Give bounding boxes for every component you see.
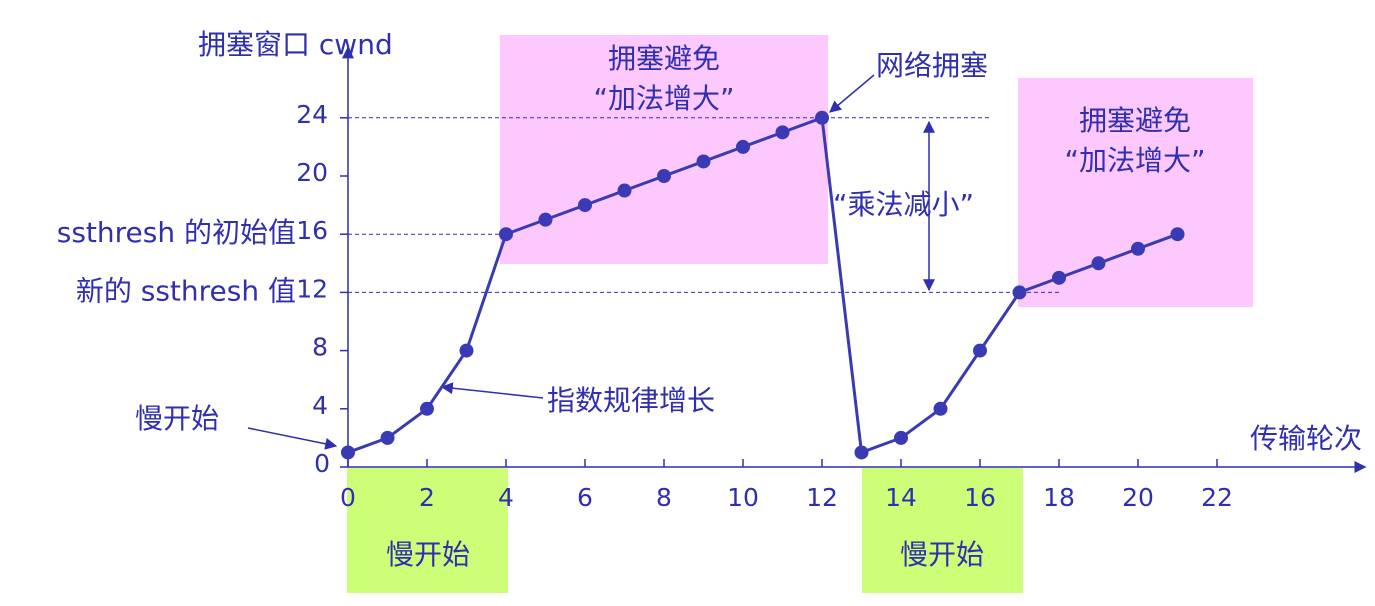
x-tick-label: 16 [964,483,996,512]
point [1131,241,1145,256]
y-tick-label: 8 [312,333,328,362]
annotation-arrow [440,382,544,399]
point [894,430,908,445]
point [657,169,671,183]
annotation: “乘法减小” [833,188,974,221]
y-tick-label: 20 [296,158,328,187]
annotation: 网络拥塞 [876,49,988,82]
point [1052,270,1066,285]
x-tick-label: 20 [1122,483,1154,512]
point [341,445,355,460]
y-tick-label: 24 [296,100,328,129]
y-axis-label: 拥塞窗口 cwnd [198,28,393,61]
point [854,445,869,460]
x-tick-label: 4 [498,483,514,512]
y-tick-label: 4 [312,391,328,420]
x-tick-label: 12 [806,483,838,512]
phase-label: 慢开始 [386,538,470,571]
annotation: 慢开始 [135,402,219,435]
annotation-arrow [829,74,875,113]
cwnd-line [347,115,1179,455]
annotation-arrow [247,427,338,450]
y-tick-label: 0 [314,449,330,478]
point [380,430,395,445]
region-box [1018,78,1253,307]
point [815,110,829,125]
point [1091,256,1106,271]
x-tick-label: 18 [1043,483,1075,512]
point [1170,227,1185,242]
threshold-label: ssthresh 的初始值 [57,216,296,249]
x-tick-label: 10 [727,483,759,512]
annotation: 指数规律增长 [547,384,715,417]
point [973,343,987,358]
x-tick-label: 14 [885,483,917,512]
y-tick-label: 12 [296,274,328,303]
point [933,401,948,416]
point [775,125,790,140]
point [696,154,711,169]
point [420,401,434,416]
x-tick-label: 8 [656,483,672,512]
x-axis-label: 传输轮次 [1250,422,1362,455]
phase-box [347,468,508,593]
point [736,139,750,154]
x-tick-label: 22 [1201,483,1233,512]
region-box [500,35,828,264]
x-tick-label: 0 [340,483,356,512]
point [499,227,513,242]
phase-label: 慢开始 [900,538,984,571]
point [578,198,592,213]
point [617,183,632,198]
region-subtitle: “加法增大” [593,82,734,115]
region-subtitle: “加法增大” [1064,144,1205,177]
point [1012,285,1027,300]
x-tick-label: 6 [577,483,593,512]
phase-box [862,468,1023,593]
region-title: 拥塞避免 [1079,104,1191,137]
x-tick-label: 2 [419,483,435,512]
point [459,343,474,358]
threshold-label: 新的 ssthresh 值 [76,274,296,307]
y-tick-label: 16 [296,216,328,245]
region-title: 拥塞避免 [608,42,720,75]
point [538,212,553,227]
